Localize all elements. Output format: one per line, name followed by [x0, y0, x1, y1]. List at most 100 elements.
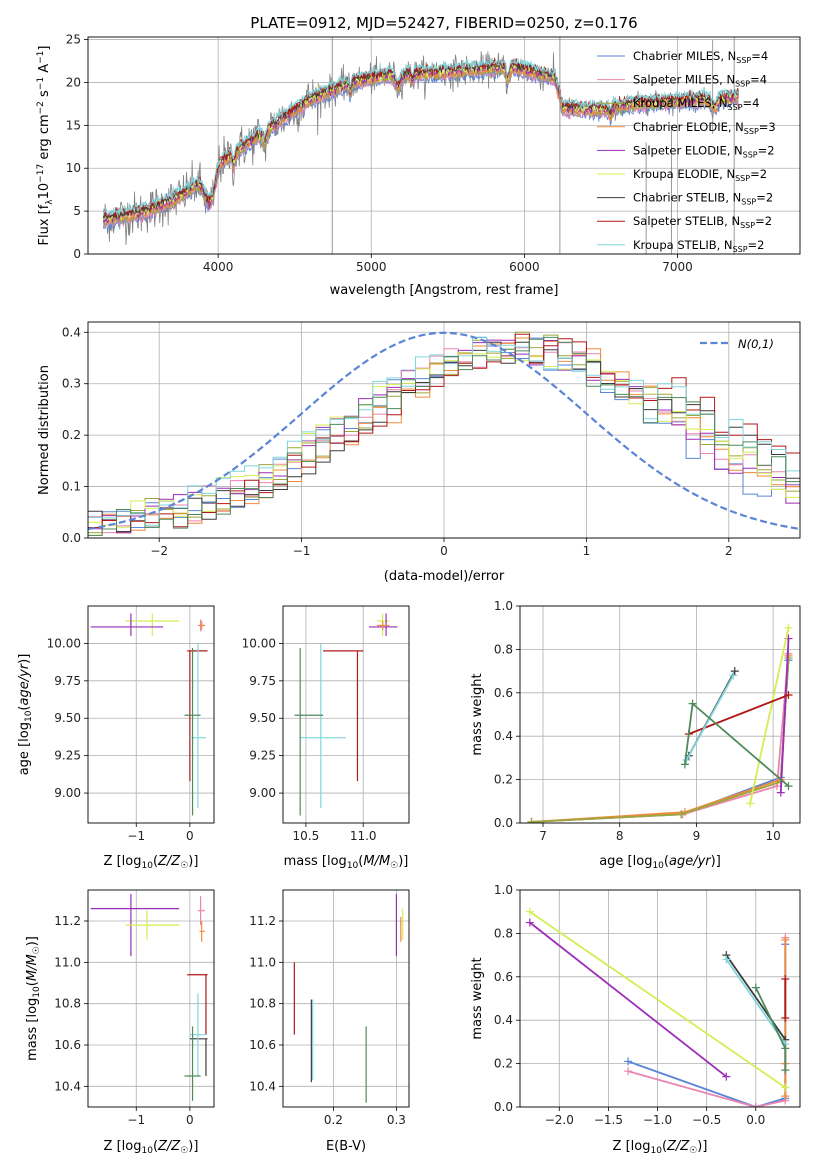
y-axis-label: age [log10(age/yr)]	[17, 654, 34, 776]
data-point-marker	[624, 1057, 633, 1066]
data-point-marker	[527, 817, 536, 823]
plot-area	[90, 613, 208, 816]
age-vs-mass-panel: 10.5 11.0 9.00 9.25 9.50 9.75 10.00 mass [log10…	[242, 605, 410, 871]
y-tick-label: 25	[66, 33, 81, 47]
plot-area	[293, 894, 404, 1103]
axes-frame	[87, 321, 801, 539]
residual-histogram	[88, 336, 800, 536]
data-point-marker	[784, 623, 793, 632]
plot-area	[102, 37, 739, 254]
plot-area	[90, 894, 208, 1101]
legend-label: Chabrier STELIB, NSSP=2	[633, 191, 773, 207]
axes-frame	[87, 889, 215, 1108]
y-tick-label: 9.75	[249, 674, 276, 688]
y-axis-label: mass [log10(M/M☉)]	[25, 936, 42, 1061]
plot-area	[525, 907, 790, 1107]
x-tick-label: −1	[293, 544, 311, 558]
mass-weight-line	[531, 655, 790, 823]
legend-label: Salpeter STELIB, NSSP=2	[633, 214, 772, 230]
x-tick-label: 7000	[662, 260, 693, 274]
legend-label: Salpeter MILES, NSSP=4	[633, 73, 767, 89]
x-tick-label: 6000	[509, 260, 540, 274]
mass-weight-line	[531, 660, 790, 823]
legend-label: Kroupa STELIB, NSSP=2	[633, 238, 764, 254]
y-tick-label: 11.0	[249, 955, 276, 969]
x-tick-label: −2.0	[545, 1113, 574, 1127]
y-tick-label: 10.4	[54, 1079, 81, 1093]
data-point-marker	[781, 935, 790, 944]
mass-weight-line	[749, 627, 790, 804]
plot-area	[294, 613, 398, 816]
y-tick-label: 0.6	[494, 686, 513, 700]
x-axis-label: Z [log10(Z/Z☉)]	[104, 854, 199, 871]
x-tick-label: 0	[186, 1113, 194, 1127]
y-tick-label: 0.0	[62, 531, 81, 545]
y-tick-label: 0.8	[494, 926, 513, 940]
data-point-marker	[781, 1014, 790, 1023]
x-axis-label: mass [log10(M/M☉)]	[284, 854, 409, 871]
model-spectrum-line	[102, 57, 739, 216]
x-tick-label: 8	[616, 829, 624, 843]
y-tick-label: 0.3	[62, 377, 81, 391]
y-tick-label: 0	[73, 247, 81, 261]
y-tick-label: 11.2	[54, 914, 81, 928]
y-tick-label: 0.4	[62, 325, 81, 339]
y-tick-label: 1.0	[494, 883, 513, 897]
x-tick-label: −1.0	[643, 1113, 672, 1127]
x-axis-label: E(B-V)	[326, 1139, 366, 1154]
y-tick-label: 15	[66, 118, 81, 132]
y-tick-label: 9.25	[54, 749, 81, 763]
y-tick-label: 11.2	[249, 914, 276, 928]
y-tick-label: 10.00	[242, 636, 276, 650]
x-tick-label: 7	[539, 829, 547, 843]
x-tick-label: 0.2	[324, 1113, 343, 1127]
mass-weight-line	[779, 638, 790, 793]
y-tick-label: 0.2	[494, 1057, 513, 1071]
mass-weight-line	[529, 910, 786, 1089]
grid	[283, 606, 409, 823]
x-axis-label: wavelength [Angstrom, rest frame]	[330, 283, 559, 298]
axes-frame	[519, 889, 801, 1108]
axes-frame	[87, 605, 215, 824]
y-tick-label: 0.0	[494, 816, 513, 830]
mass-weight-vs-metallicity-panel: −2.0 −1.5 −1.0 −0.5 0.0 0.0 0.2 0.4 0.6 0.8 1.0 mas…	[470, 883, 801, 1156]
legend: Chabrier MILES, NSSP=4 Salpeter MILES, NS…	[597, 49, 776, 254]
data-point-marker	[781, 1092, 790, 1101]
y-tick-label: 9.50	[249, 711, 276, 725]
age-vs-metallicity-panel: −1 0 9.00 9.25 9.50 9.75 10.00 Z [log10(Z/Z☉)] a…	[17, 605, 215, 871]
x-tick-label: 10	[766, 829, 781, 843]
y-tick-label: 0.1	[62, 480, 81, 494]
y-tick-label: 5	[73, 204, 81, 218]
y-tick-label: 9.25	[249, 749, 276, 763]
x-axis-label: (data-model)/error	[384, 569, 505, 584]
legend-label: Kroupa MILES, NSSP=4	[633, 96, 759, 112]
y-tick-label: 1.0	[494, 599, 513, 613]
legend-label: Kroupa ELODIE, NSSP=2	[633, 167, 767, 183]
y-tick-label: 10.8	[249, 997, 276, 1011]
data-point-marker	[784, 690, 793, 699]
x-tick-label: −1	[127, 829, 145, 843]
mass-weight-line	[754, 987, 787, 1071]
x-tick-label: 2	[725, 544, 733, 558]
mass-weight-line	[531, 653, 790, 823]
data-point-marker	[624, 1067, 633, 1076]
data-point-marker	[525, 907, 534, 916]
x-tick-label: 1	[583, 544, 591, 558]
x-tick-label: 0	[440, 544, 448, 558]
plot-area	[88, 331, 800, 536]
y-tick-label: 10.00	[47, 636, 81, 650]
x-tick-label: 4000	[203, 260, 234, 274]
mass-weight-vs-age-panel: 7 8 9 10 0.0 0.2 0.4 0.6 0.8 1.0 mass weight age [l…	[470, 599, 801, 871]
y-tick-label: 10.8	[54, 997, 81, 1011]
grid	[520, 889, 800, 1108]
data-point-marker	[722, 1072, 731, 1081]
y-tick-label: 0.2	[62, 428, 81, 442]
x-tick-label: 0	[186, 829, 194, 843]
legend-label: Chabrier ELODIE, NSSP=3	[633, 120, 776, 136]
mass-weight-line	[725, 954, 787, 1041]
data-point-marker	[729, 671, 738, 680]
mass-weight-line	[531, 658, 790, 823]
y-axis-label: mass weight	[470, 673, 485, 755]
y-axis-label: mass weight	[470, 957, 485, 1039]
legend-label: N(0,1)	[738, 337, 774, 351]
